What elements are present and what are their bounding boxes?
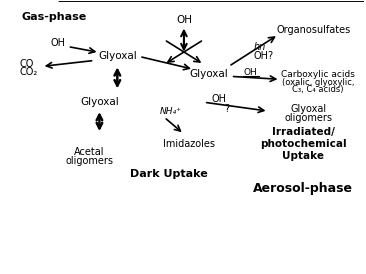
Text: hn: hn (254, 42, 266, 52)
Text: OH: OH (176, 15, 192, 25)
Text: Acetal: Acetal (74, 147, 105, 157)
Text: Glyoxal: Glyoxal (98, 52, 137, 61)
Text: (oxalic, glyoxylic,: (oxalic, glyoxylic, (282, 78, 354, 87)
Text: Dark Uptake: Dark Uptake (130, 169, 208, 179)
Text: Carboxylic acids: Carboxylic acids (281, 70, 355, 79)
Text: OH?: OH? (254, 52, 274, 61)
Text: Glyoxal: Glyoxal (190, 69, 228, 79)
Text: ?: ? (224, 104, 229, 114)
Text: C₃, C₄ acids): C₃, C₄ acids) (292, 85, 344, 94)
Text: oligomers: oligomers (66, 156, 113, 166)
Text: OH: OH (50, 38, 65, 48)
Text: Glyoxal: Glyoxal (80, 97, 119, 107)
Wedge shape (60, 0, 366, 1)
Text: OH: OH (244, 68, 257, 77)
Text: OH: OH (211, 94, 226, 104)
Text: Gas-phase: Gas-phase (22, 12, 87, 22)
Text: NH₄⁺: NH₄⁺ (160, 107, 182, 116)
Text: Irradiated/
photochemical
Uptake: Irradiated/ photochemical Uptake (260, 127, 347, 161)
Text: Aerosol-phase: Aerosol-phase (253, 182, 353, 195)
Wedge shape (55, 0, 279, 1)
Text: Imidazoles: Imidazoles (163, 139, 215, 149)
Text: Organosulfates: Organosulfates (276, 25, 350, 35)
Text: CO: CO (20, 59, 34, 69)
Text: Glyoxal: Glyoxal (290, 104, 326, 114)
Text: oligomers: oligomers (284, 113, 332, 123)
Text: CO₂: CO₂ (20, 67, 38, 77)
